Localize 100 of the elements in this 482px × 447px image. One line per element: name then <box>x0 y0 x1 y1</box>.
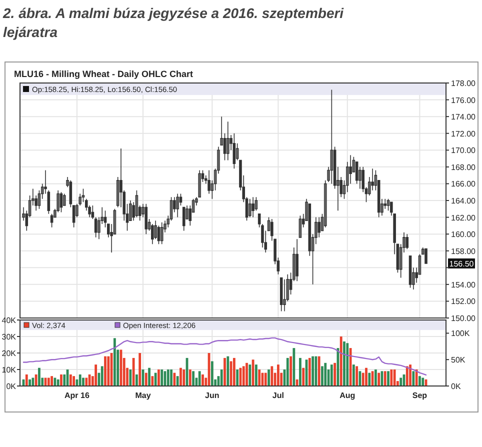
candlestick <box>296 238 298 282</box>
y-tick-label: 154.00 <box>451 280 476 290</box>
bar <box>138 353 142 386</box>
bar <box>252 360 254 386</box>
bar <box>248 364 252 386</box>
y-tick-label: 176.00 <box>451 96 476 105</box>
bar <box>312 356 314 386</box>
bar <box>346 343 349 386</box>
chart-title: 2. ábra. A malmi búza jegyzése a 2016. szeptemberi lejáratra <box>2 5 345 40</box>
bar <box>132 358 135 386</box>
bar <box>144 372 148 386</box>
candlestick <box>176 193 179 218</box>
bar <box>170 370 172 386</box>
candlestick <box>248 198 252 218</box>
bar <box>69 374 72 386</box>
y-tick-label: 166.00 <box>451 180 476 189</box>
y-tick-label: 178.00 <box>451 79 476 88</box>
y-tick-label: 30K <box>2 332 17 342</box>
bar <box>254 364 258 386</box>
bar <box>334 362 336 386</box>
bar <box>356 366 358 386</box>
bar <box>296 379 298 386</box>
y-tick-label: 158.00 <box>451 246 476 256</box>
bar <box>104 356 106 386</box>
bar <box>202 374 204 386</box>
bar <box>270 366 274 386</box>
bar <box>25 374 28 386</box>
bar <box>387 371 390 386</box>
bar <box>72 376 76 386</box>
bar <box>182 370 186 386</box>
bar <box>378 372 380 386</box>
bar <box>100 366 104 386</box>
candlestick <box>154 220 157 240</box>
bar <box>415 370 418 386</box>
y-tick-label: 150.00 <box>451 314 476 323</box>
candlestick <box>252 196 254 218</box>
bar <box>226 356 230 386</box>
bar <box>393 370 396 386</box>
bar <box>321 366 324 386</box>
y-tick-label: 168.00 <box>451 162 476 172</box>
bar <box>264 372 267 386</box>
bar <box>277 364 280 386</box>
bar <box>180 368 182 386</box>
y-tick-label: 20K <box>2 349 17 358</box>
bar <box>160 370 164 386</box>
x-tick-label: Jul <box>272 391 284 400</box>
bar <box>400 378 402 386</box>
line-series <box>22 337 427 376</box>
bar <box>242 366 245 386</box>
bar <box>409 364 412 386</box>
bar <box>82 378 84 386</box>
bar <box>34 374 38 386</box>
bar <box>330 364 333 386</box>
y-tick-label: 0K <box>6 382 17 391</box>
bar <box>246 362 248 386</box>
bar <box>232 358 236 386</box>
bar <box>210 361 214 386</box>
bar <box>286 358 289 386</box>
y-tick-label: 162.00 <box>451 213 476 222</box>
bar <box>151 376 154 386</box>
y-tick-label: 172.00 <box>451 129 476 138</box>
candlestick <box>160 222 164 245</box>
y-tick-label: 164.00 <box>451 196 476 206</box>
bar <box>28 379 31 386</box>
bar <box>292 348 296 386</box>
x-tick-label: Apr 16 <box>64 391 90 400</box>
bar <box>314 356 318 386</box>
bar <box>107 356 110 386</box>
bar <box>224 358 226 386</box>
bar <box>158 370 160 386</box>
bar <box>318 356 320 386</box>
y-tick-label: 152.00 <box>451 297 476 306</box>
y-tick-label: 174.00 <box>451 112 476 122</box>
bar <box>290 356 292 386</box>
bar <box>154 372 157 386</box>
bar <box>192 371 195 386</box>
bar <box>136 374 138 386</box>
bar <box>374 370 377 386</box>
candlestick <box>226 121 230 161</box>
bar <box>166 370 170 386</box>
x-tick-label: Sep <box>412 391 428 400</box>
bar <box>308 358 311 386</box>
bar <box>54 378 56 386</box>
bar <box>236 370 239 386</box>
bar <box>148 368 150 386</box>
bar <box>422 378 424 386</box>
bar <box>60 374 62 386</box>
y-tick-label: 170.00 <box>451 146 476 156</box>
x-tick-label: Aug <box>340 391 356 400</box>
candlestick <box>144 203 148 234</box>
bar <box>352 364 355 386</box>
y-tick-label: 160.00 <box>451 230 476 240</box>
y-tick-label: 10K <box>2 366 17 374</box>
bar <box>340 336 342 386</box>
bar <box>268 370 270 386</box>
bar <box>368 372 371 386</box>
y-tick-label: 40K <box>2 316 17 325</box>
chart-subtitle: MLU16 - Milling Wheat - Daily OHLC Chart <box>14 69 194 79</box>
bar <box>198 371 201 386</box>
bar <box>188 370 192 386</box>
